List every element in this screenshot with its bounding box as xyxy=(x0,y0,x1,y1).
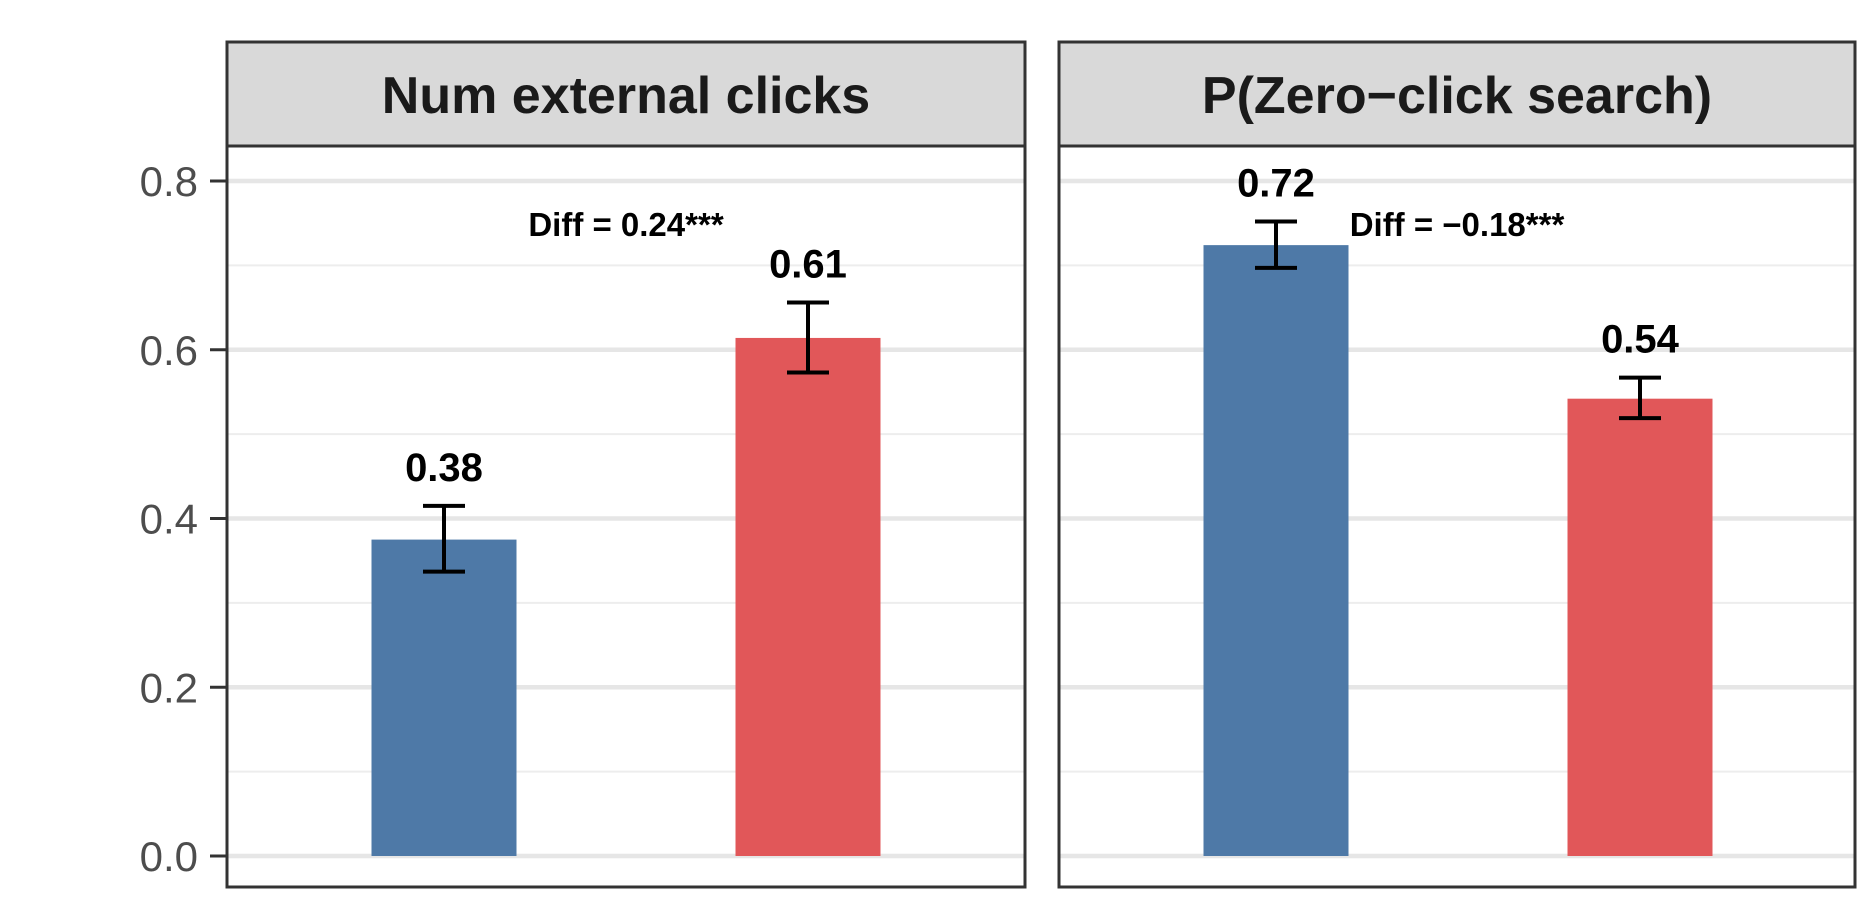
value-label: 0.38 xyxy=(405,446,483,490)
y-tick-label: 0.8 xyxy=(140,158,198,205)
bar xyxy=(735,337,881,856)
panel-strip xyxy=(225,40,1027,148)
plot-area: 0.72 0.54 xyxy=(1057,144,1857,889)
y-tick-label: 0.4 xyxy=(140,496,198,543)
y-tick-label: 0.2 xyxy=(140,664,198,711)
bar xyxy=(1567,398,1713,856)
panel-title: Num external clicks xyxy=(382,67,870,125)
panel-title: P(Zero−click search) xyxy=(1202,67,1712,125)
value-label: 0.72 xyxy=(1237,162,1315,206)
value-label: 0.54 xyxy=(1601,318,1680,362)
plot-area: 0.38 0.61 xyxy=(225,144,1027,889)
y-axis: 0.0 0.2 0.4 0.6 0.8 xyxy=(140,158,227,880)
y-tick-label: 0.0 xyxy=(140,833,198,880)
panel-zero-click-search: P(Zero−click search) 0.72 0.54 Diff = −0.… xyxy=(1057,40,1857,889)
diff-annotation: Diff = 0.24*** xyxy=(528,206,723,243)
bar xyxy=(371,539,517,856)
panel-strip xyxy=(1057,40,1857,148)
diff-annotation: Diff = −0.18*** xyxy=(1350,206,1565,243)
panel-num-external-clicks: Num external clicks 0.38 0.61 Diff = 0.24… xyxy=(225,40,1027,889)
y-tick-label: 0.6 xyxy=(140,327,198,374)
panel-border xyxy=(225,144,1027,889)
value-label: 0.61 xyxy=(769,243,847,287)
panel-border xyxy=(1057,144,1857,889)
bar xyxy=(1203,245,1349,856)
